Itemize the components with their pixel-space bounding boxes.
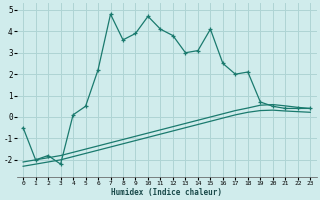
X-axis label: Humidex (Indice chaleur): Humidex (Indice chaleur) xyxy=(111,188,222,197)
